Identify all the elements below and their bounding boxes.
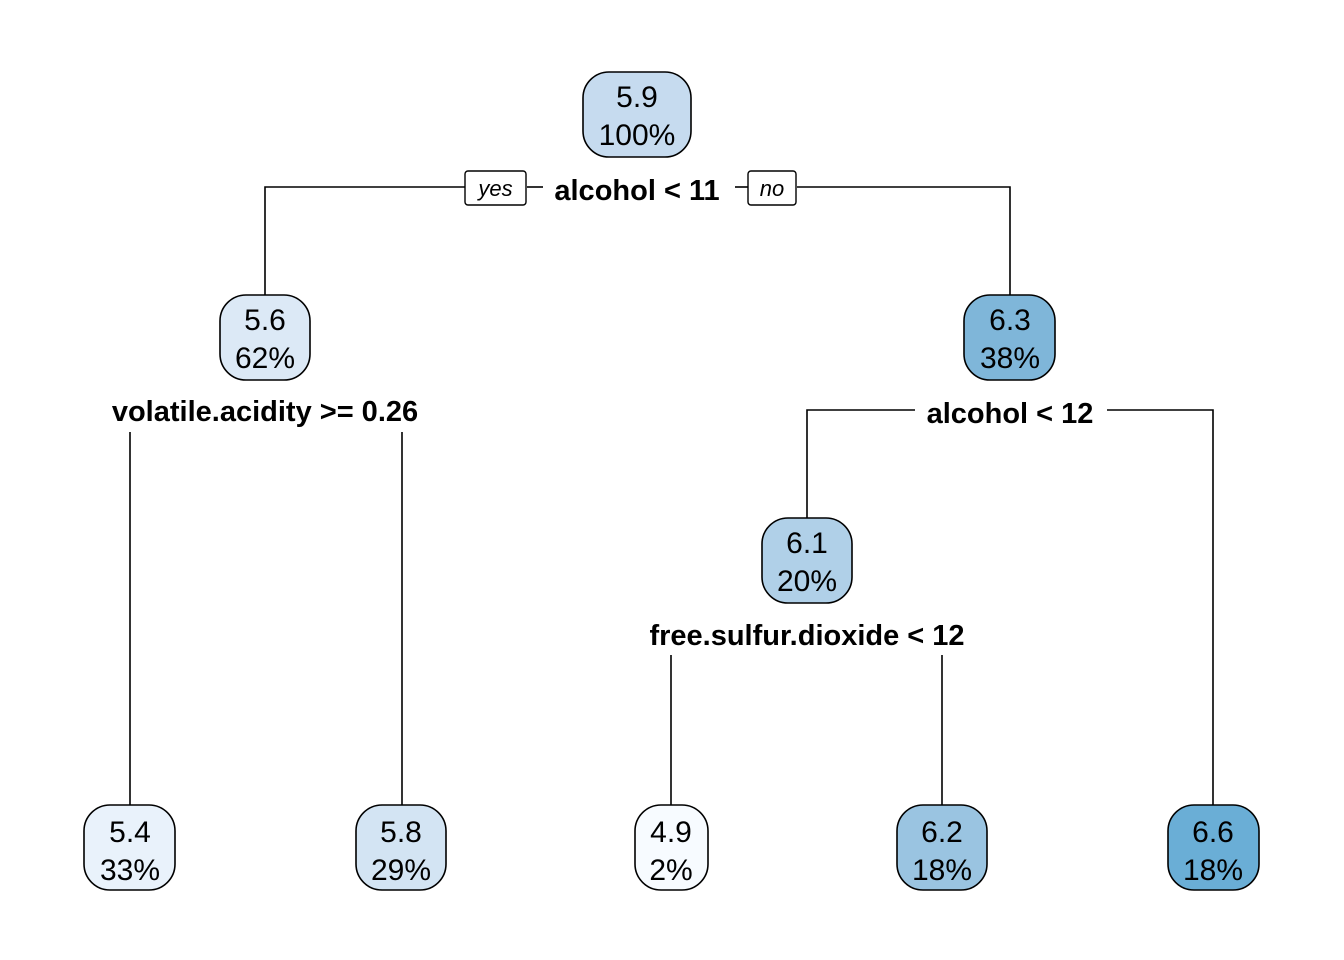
split-label-root: alcohol < 11 <box>554 175 719 207</box>
node-percent: 18% <box>912 854 972 887</box>
split-label-n6: free.sulfur.dioxide < 12 <box>649 620 964 652</box>
node-value: 6.3 <box>989 304 1031 337</box>
branch-root-right <box>797 186 1011 296</box>
no-tag: no <box>747 170 797 206</box>
tree-node-leaf-3: 4.9 2% <box>634 804 709 891</box>
node-value: 6.1 <box>786 527 828 560</box>
node-value: 5.9 <box>616 81 658 114</box>
branch-lines <box>129 186 1214 805</box>
node-percent: 29% <box>371 854 431 887</box>
tree-node-leaf-1: 5.4 33% <box>83 804 176 891</box>
split-label-n2: volatile.acidity >= 0.26 <box>112 396 418 428</box>
node-value: 5.6 <box>244 304 286 337</box>
yes-tag-label: yes <box>476 176 512 201</box>
no-tag-label: no <box>760 176 784 201</box>
node-percent: 100% <box>599 119 676 152</box>
node-value: 6.2 <box>921 816 963 849</box>
yes-tag: yes <box>464 170 527 206</box>
tree-node-leaf-4: 6.2 18% <box>896 804 988 891</box>
node-value: 4.9 <box>650 816 692 849</box>
tree-node-n6: 6.1 20% <box>761 517 853 604</box>
node-percent: 18% <box>1183 854 1243 887</box>
node-percent: 2% <box>649 854 692 887</box>
node-value: 5.4 <box>109 816 151 849</box>
tree-node-n3: 6.3 38% <box>963 294 1056 381</box>
node-percent: 38% <box>980 342 1040 375</box>
node-value: 5.8 <box>380 816 422 849</box>
split-label-n3: alcohol < 12 <box>927 398 1094 430</box>
tree-node-leaf-5: 6.6 18% <box>1167 804 1260 891</box>
node-percent: 33% <box>100 854 160 887</box>
branch-n3-left <box>806 409 915 518</box>
tree-node-n2: 5.6 62% <box>219 294 311 381</box>
node-percent: 20% <box>777 565 837 598</box>
tree-node-leaf-2: 5.8 29% <box>355 804 447 891</box>
branch-root-left <box>264 186 465 296</box>
node-value: 6.6 <box>1192 816 1234 849</box>
branch-n3-right <box>1107 409 1214 805</box>
tree-node-root: 5.9 100% <box>582 71 692 158</box>
node-percent: 62% <box>235 342 295 375</box>
